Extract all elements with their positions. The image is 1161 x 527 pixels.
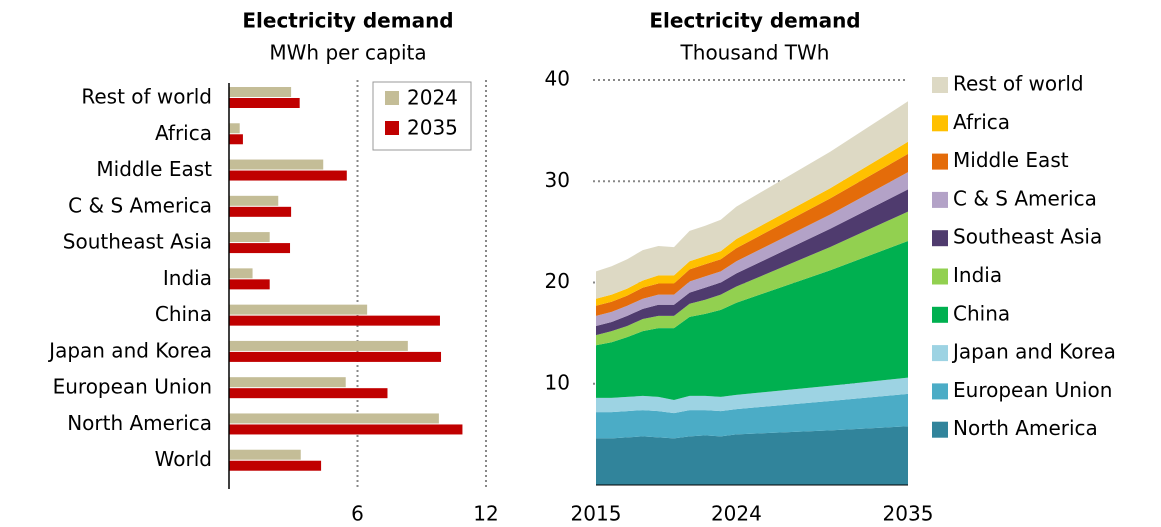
bar (229, 268, 253, 279)
legend-swatch (932, 230, 948, 247)
chart-title: Electricity demand (242, 9, 453, 33)
y-tick-label: World (155, 447, 212, 471)
area (596, 211, 908, 346)
bar (229, 195, 279, 206)
area (596, 101, 908, 299)
bar (229, 388, 388, 399)
legend-label: Africa (953, 110, 1010, 134)
area (596, 153, 908, 316)
y-tick-label: Rest of world (81, 85, 212, 109)
area (596, 377, 908, 414)
bar (229, 243, 291, 254)
legend-swatch (932, 77, 948, 93)
bar (229, 123, 240, 134)
y-tick-label: 30 (545, 168, 570, 192)
area (596, 426, 908, 485)
x-tick-label: 6 (351, 502, 364, 526)
legend-swatch (932, 115, 948, 132)
area (596, 393, 908, 439)
bar (229, 460, 322, 471)
chart-subtitle: MWh per capita (269, 41, 426, 65)
bar (229, 304, 368, 315)
legend-swatch (932, 421, 948, 438)
bar (229, 232, 270, 243)
legend-swatch (932, 191, 948, 208)
y-tick-label: Africa (155, 121, 212, 145)
y-tick-label: European Union (53, 375, 212, 399)
legend-label: C & S America (953, 186, 1097, 210)
chart-subtitle: Thousand TWh (680, 41, 830, 65)
legend-swatch (932, 153, 948, 170)
legend-label: European Union (953, 378, 1112, 402)
legend-label: Rest of world (953, 72, 1084, 96)
legend-swatch (932, 345, 948, 362)
area (596, 141, 908, 306)
bar (229, 351, 442, 362)
area (596, 240, 908, 400)
x-tick-label: 2035 (883, 502, 934, 526)
y-tick-label: Middle East (96, 157, 212, 181)
y-tick-label: 20 (545, 269, 570, 293)
legend-label: 2035 (407, 116, 458, 140)
bar (229, 279, 270, 290)
legend-label: 2024 (407, 86, 458, 110)
legend-swatch (385, 121, 399, 135)
y-tick-label: 40 (545, 67, 570, 91)
y-tick-label: China (155, 302, 212, 326)
bar (229, 87, 292, 97)
x-tick-label: 12 (473, 502, 498, 526)
x-tick-label: 2015 (571, 502, 622, 526)
legend-label: Southeast Asia (953, 225, 1102, 249)
legend-swatch (932, 383, 948, 400)
legend-label: North America (953, 416, 1098, 440)
bar (229, 98, 300, 108)
bar (229, 424, 463, 435)
area (596, 189, 908, 336)
legend-swatch (385, 91, 399, 105)
bar (229, 413, 439, 424)
bar (229, 206, 292, 217)
y-tick-label: India (163, 266, 212, 290)
bar (229, 340, 408, 351)
legend-label: China (953, 301, 1010, 325)
legend-swatch (932, 268, 948, 285)
y-tick-label: Southeast Asia (63, 230, 212, 254)
bar (229, 315, 440, 326)
bar (229, 377, 346, 388)
bar (229, 134, 243, 145)
bar (229, 170, 347, 181)
legend-swatch (932, 306, 948, 323)
x-tick-label: 2024 (711, 502, 762, 526)
bar (229, 449, 301, 460)
legend-label: India (953, 263, 1002, 287)
chart-title: Electricity demand (649, 9, 860, 33)
legend-label: Japan and Korea (951, 340, 1116, 364)
bar (229, 159, 324, 170)
y-tick-label: Japan and Korea (47, 338, 212, 362)
y-tick-label: North America (67, 411, 212, 435)
area (596, 172, 908, 327)
y-tick-label: C & S America (68, 193, 212, 217)
y-tick-label: 10 (545, 370, 570, 394)
legend-label: Middle East (953, 148, 1069, 172)
